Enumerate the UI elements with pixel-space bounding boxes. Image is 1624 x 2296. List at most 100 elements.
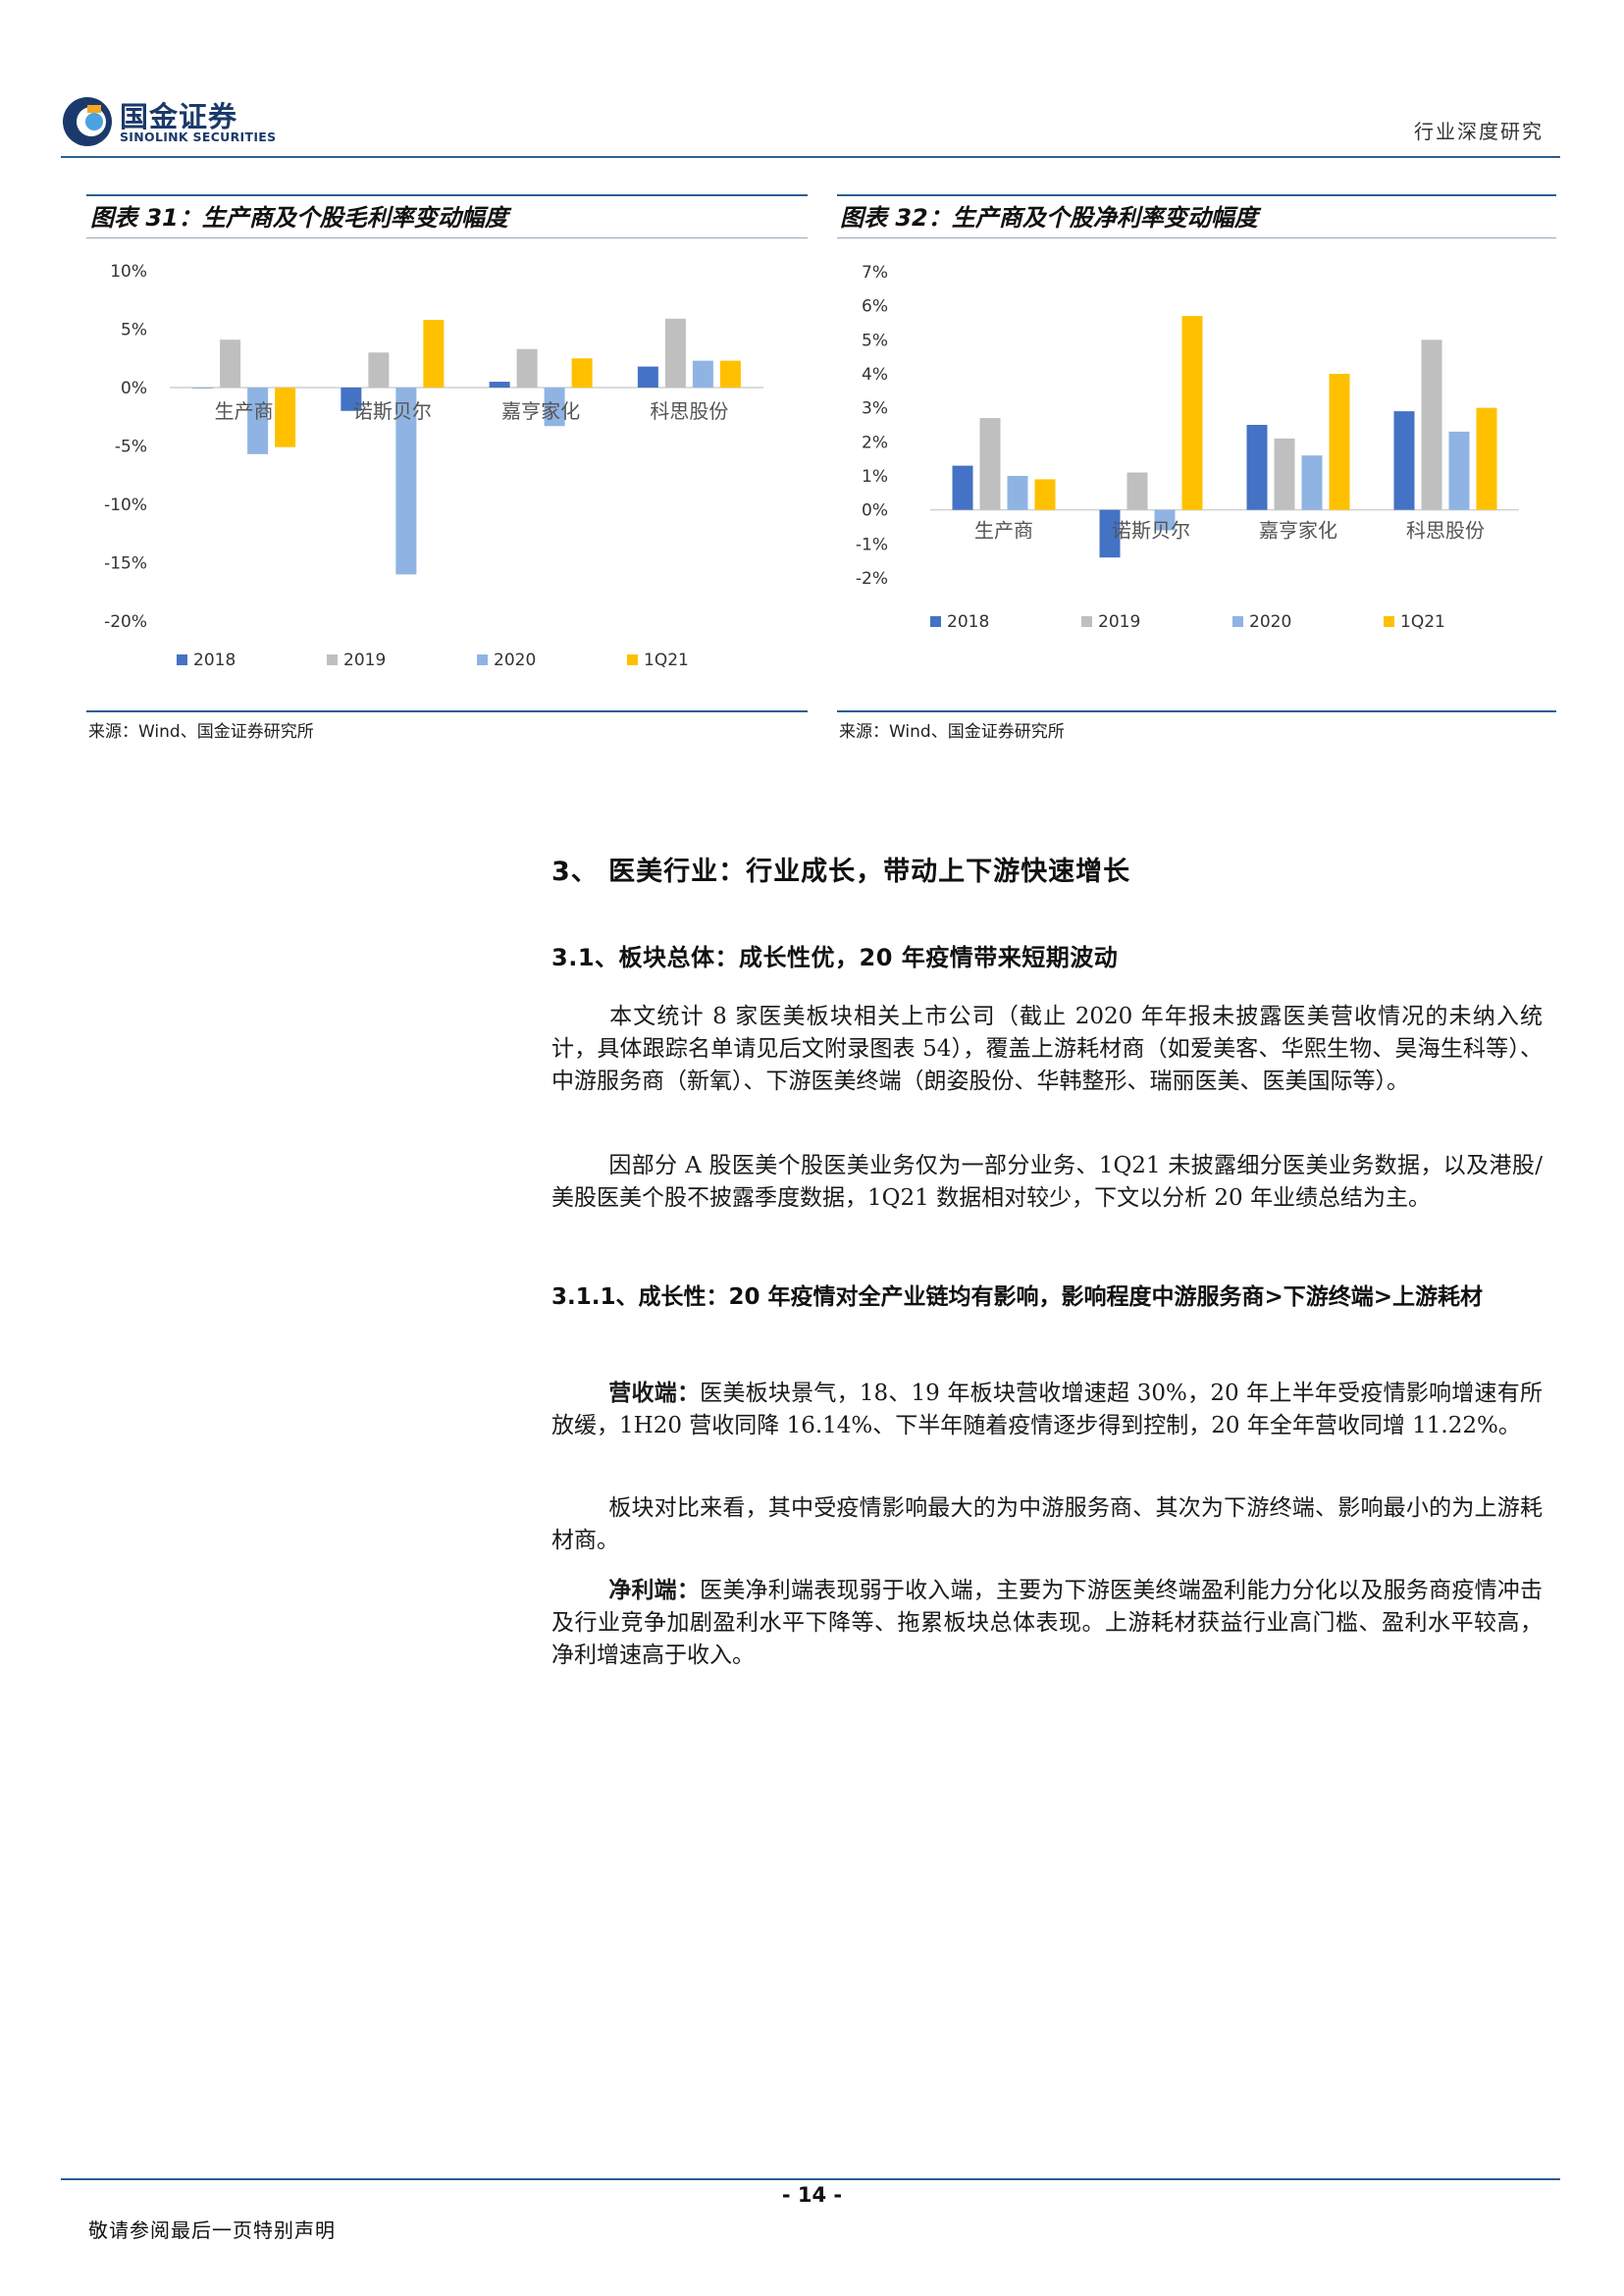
- y-tick-label: 7%: [862, 263, 888, 283]
- paragraph-3-text: 医美板块景气，18、19 年板块营收增速超 30%，20 年上半年受疫情影响增速…: [551, 1381, 1543, 1438]
- bar-2018-1: [952, 465, 973, 510]
- y-tick-label: 6%: [862, 297, 888, 317]
- category-label: 嘉亨家化: [1259, 519, 1337, 543]
- legend-label-2018: 2018: [947, 612, 989, 632]
- bar-2019-3: [516, 348, 538, 388]
- category-label: 嘉亨家化: [501, 399, 580, 423]
- paragraph-5-lead: 净利端：: [608, 1578, 701, 1603]
- paragraph-1-text: 本文统计 8 家医美板块相关上市公司（截止 2020 年年报未披露医美营收情况的…: [551, 1004, 1543, 1094]
- sub-subsection-heading: 3.1.1、成长性：20 年疫情对全产业链均有影响，影响程度中游服务商>下游终端…: [551, 1284, 1484, 1310]
- y-tick-label: 10%: [110, 262, 147, 282]
- bar-1Q21-3: [571, 358, 593, 388]
- figure32-title: 图表 32：生产商及个股净利率变动幅度: [840, 204, 1258, 232]
- bar-2019-3: [1274, 438, 1295, 510]
- bar-2018-4: [1393, 411, 1415, 510]
- bar-2020-1: [247, 388, 269, 454]
- paragraph-4: 板块对比来看，其中受疫情影响最大的为中游服务商、其次为下游终端、影响最小的为上游…: [551, 1492, 1543, 1557]
- paragraph-1: 本文统计 8 家医美板块相关上市公司（截止 2020 年年报未披露医美营收情况的…: [551, 1001, 1543, 1098]
- legend-label-2019: 2019: [1098, 612, 1140, 632]
- y-tick-label: 1%: [862, 467, 888, 487]
- figure31-source: 来源：Wind、国金证券研究所: [88, 722, 314, 742]
- logo-text-en: SINOLINK SECURITIES: [120, 130, 277, 144]
- footer-rule: [61, 2178, 1560, 2180]
- paragraph-4-text: 板块对比来看，其中受疫情影响最大的为中游服务商、其次为下游终端、影响最小的为上游…: [551, 1495, 1543, 1553]
- figure31-title-rule: [86, 237, 808, 238]
- legend-label-2019: 2019: [343, 651, 386, 670]
- legend-label-2018: 2018: [193, 651, 236, 670]
- category-label: 科思股份: [1406, 519, 1485, 543]
- bar-2018-4: [637, 366, 658, 388]
- subsection-heading: 3.1、板块总体：成长性优，20 年疫情带来短期波动: [551, 944, 1119, 971]
- y-tick-label: 4%: [862, 365, 888, 385]
- y-tick-label: -2%: [856, 569, 888, 589]
- bar-1Q21-3: [1329, 374, 1350, 510]
- y-tick-label: -15%: [104, 554, 147, 574]
- y-tick-label: 3%: [862, 399, 888, 419]
- y-tick-label: 0%: [862, 501, 888, 521]
- paragraph-3-lead: 营收端：: [608, 1381, 701, 1406]
- y-tick-label: 5%: [862, 331, 888, 350]
- legend-label-2020: 2020: [494, 651, 536, 670]
- bar-2019-4: [664, 318, 686, 388]
- bar-2019-2: [1126, 472, 1148, 510]
- paragraph-2-text: 因部分 A 股医美个股医美业务仅为一部分业务、1Q21 未披露细分医美业务数据，…: [551, 1153, 1543, 1211]
- legend-swatch-2018: [177, 654, 187, 665]
- legend-swatch-2019: [327, 654, 338, 665]
- bar-2020-4: [692, 360, 713, 388]
- legend-label-1Q21: 1Q21: [644, 651, 689, 670]
- y-tick-label: -5%: [115, 438, 147, 457]
- category-label: 科思股份: [650, 399, 728, 423]
- header-rule: [61, 156, 1560, 158]
- legend-swatch-2020: [477, 654, 488, 665]
- paragraph-5: 净利端：医美净利端表现弱于收入端，主要为下游医美终端盈利能力分化以及服务商疫情冲…: [551, 1575, 1543, 1672]
- legend-swatch-1Q21: [627, 654, 638, 665]
- bar-2019-4: [1421, 339, 1442, 510]
- bar-2020-2: [395, 388, 417, 575]
- bar-2020-2: [1154, 509, 1176, 531]
- paragraph-2: 因部分 A 股医美个股医美业务仅为一部分业务、1Q21 未披露细分医美业务数据，…: [551, 1150, 1543, 1215]
- report-type: 行业深度研究: [1414, 120, 1544, 143]
- bar-2018-3: [1246, 425, 1268, 510]
- legend-swatch-2020: [1232, 616, 1243, 627]
- y-tick-label: -20%: [104, 612, 147, 632]
- figure31-title: 图表 31：生产商及个股毛利率变动幅度: [90, 204, 508, 232]
- figure32-title-rule: [837, 237, 1556, 238]
- paragraph-3: 营收端：医美板块景气，18、19 年板块营收增速超 30%，20 年上半年受疫情…: [551, 1378, 1543, 1442]
- figure31-bottom-rule: [86, 710, 808, 712]
- figure32-chart: 7% 6% 5% 4% 3% 2% 1% 0% -1% -2% 生产商 诺斯贝尔 嘉亨家化 科思股份 201…: [856, 263, 1519, 632]
- figure31-top-rule: [86, 194, 808, 196]
- y-tick-label: -1%: [856, 535, 888, 554]
- bar-2018-2: [1099, 509, 1121, 558]
- bar-2020-3: [1301, 455, 1323, 510]
- page-number: - 14 -: [781, 2183, 843, 2207]
- y-tick-label: 0%: [121, 379, 147, 398]
- figure32-source: 来源：Wind、国金证券研究所: [839, 722, 1065, 742]
- bar-2018-1: [192, 388, 214, 389]
- bar-2020-4: [1448, 431, 1470, 510]
- bar-2018-2: [341, 388, 362, 411]
- bar-2019-1: [220, 339, 241, 388]
- category-label: 诺斯贝尔: [1112, 519, 1190, 543]
- bar-1Q21-1: [1034, 479, 1056, 510]
- category-label: 生产商: [215, 399, 274, 423]
- bar-2019-2: [368, 352, 390, 388]
- disclaimer-note: 敬请参阅最后一页特别声明: [88, 2218, 336, 2242]
- paragraph-5-text: 医美净利端表现弱于收入端，主要为下游医美终端盈利能力分化以及服务商疫情冲击及行业…: [551, 1578, 1544, 1668]
- bar-1Q21-1: [275, 388, 296, 447]
- section-heading: 3、 医美行业：行业成长，带动上下游快速增长: [551, 857, 1131, 887]
- y-tick-label: 2%: [862, 433, 888, 452]
- category-label: 生产商: [974, 519, 1033, 543]
- legend-label-1Q21: 1Q21: [1400, 612, 1445, 632]
- legend-swatch-2018: [930, 616, 941, 627]
- legend-swatch-2019: [1081, 616, 1092, 627]
- y-tick-label: 5%: [121, 321, 147, 340]
- logo-text-cn: 国金证券: [120, 100, 238, 133]
- bar-1Q21-2: [423, 319, 445, 388]
- bar-2020-3: [544, 388, 565, 427]
- bar-2018-3: [489, 382, 510, 388]
- bar-1Q21-2: [1181, 316, 1203, 510]
- category-label: 诺斯贝尔: [353, 399, 432, 423]
- figure32-bottom-rule: [837, 710, 1556, 712]
- bar-1Q21-4: [719, 360, 741, 388]
- bar-1Q21-4: [1476, 407, 1497, 510]
